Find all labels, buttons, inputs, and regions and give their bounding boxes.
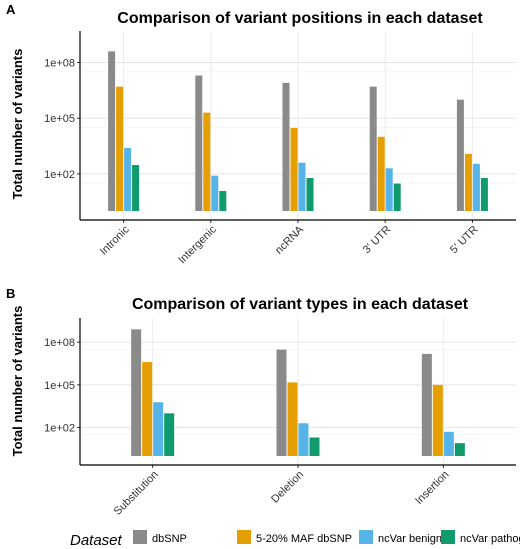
bar-5-20-maf-dbsnp-deletion — [287, 382, 298, 456]
bar-5-20-maf-dbsnp-3-utr — [377, 136, 385, 211]
bar-ncvar-benign-5-utr — [472, 163, 480, 211]
bar-ncvar-benign-deletion — [298, 423, 309, 456]
legend-label: ncVar benign — [378, 533, 442, 545]
legend-label: ncVar pathogenic — [460, 533, 520, 545]
bar-5-20-maf-dbsnp-ncrna — [290, 127, 298, 211]
y-tick-label: 1e+02 — [44, 169, 75, 181]
bar-ncvar-pathogenic-5-utr — [480, 177, 488, 211]
axes-b — [79, 318, 516, 466]
bar-dbsnp-intergenic — [195, 75, 203, 211]
panel-label-a: A — [6, 2, 16, 17]
bar-dbsnp-intronic — [108, 51, 116, 211]
bar-ncvar-benign-ncrna — [298, 162, 306, 211]
bar-dbsnp-ncrna — [282, 82, 290, 211]
y-tick-label: 1e+08 — [44, 337, 75, 349]
y-axis-label-a: Total number of variants — [10, 49, 25, 200]
bar-ncvar-pathogenic-insertion — [454, 443, 465, 456]
legend-label: 5-20% MAF dbSNP — [256, 533, 352, 545]
legend-swatch-ncvar-pathogenic — [441, 530, 455, 544]
bar-ncvar-benign-3-utr — [385, 168, 393, 211]
bar-5-20-maf-dbsnp-insertion — [432, 384, 443, 456]
y-tick-label: 1e+05 — [44, 380, 75, 392]
bar-dbsnp-substitution — [131, 329, 142, 456]
bar-dbsnp-3-utr — [369, 86, 377, 211]
legend-title: Dataset — [70, 532, 123, 549]
bar-ncvar-benign-intergenic — [211, 175, 219, 211]
bars-a — [108, 51, 488, 211]
bar-dbsnp-insertion — [421, 353, 432, 456]
bar-ncvar-benign-intronic — [124, 147, 132, 211]
y-ticks-b: 1e+02 1e+05 1e+08 — [44, 337, 80, 435]
gridlines-b — [80, 318, 516, 465]
y-tick-label: 1e+05 — [44, 113, 75, 125]
legend-label: dbSNP — [152, 533, 187, 545]
legend-swatch-5-20-maf-dbsnp — [237, 530, 251, 544]
bar-ncvar-pathogenic-deletion — [309, 437, 320, 456]
bar-5-20-maf-dbsnp-5-utr — [464, 153, 472, 211]
bar-ncvar-pathogenic-3-utr — [393, 183, 401, 211]
bar-ncvar-benign-insertion — [443, 431, 454, 456]
y-tick-label: 1e+02 — [44, 423, 75, 435]
bar-5-20-maf-dbsnp-substitution — [142, 362, 153, 456]
bar-ncvar-pathogenic-ncrna — [306, 177, 314, 211]
y-tick-label: 1e+08 — [44, 58, 75, 70]
bar-ncvar-pathogenic-intergenic — [219, 190, 227, 211]
bar-dbsnp-deletion — [276, 349, 287, 456]
y-ticks-a: 1e+02 1e+05 1e+08 — [44, 58, 80, 181]
gridlines-a — [80, 31, 516, 220]
y-axis-label-b: Total number of variants — [10, 306, 25, 457]
bar-ncvar-pathogenic-substitution — [164, 413, 175, 456]
legend-swatch-ncvar-benign — [359, 530, 373, 544]
bar-dbsnp-5-utr — [456, 99, 464, 211]
legend-swatch-dbsnp — [133, 530, 147, 544]
chart-title-b: Comparison of variant types in each data… — [132, 296, 469, 313]
bar-ncvar-pathogenic-intronic — [132, 165, 140, 211]
bar-5-20-maf-dbsnp-intergenic — [203, 112, 211, 211]
chart-title-a: Comparison of variant positions in each … — [117, 10, 483, 27]
bar-ncvar-benign-substitution — [153, 402, 164, 456]
bars-b — [131, 329, 465, 456]
bar-5-20-maf-dbsnp-intronic — [116, 86, 124, 211]
legend-entries: dbSNP 5-20% MAF dbSNP ncVar benign ncVar pa… — [133, 530, 520, 545]
axes-a — [79, 31, 516, 221]
legend: Dataset dbSNP 5-20% MAF dbSNP ncVar benign… — [70, 530, 520, 549]
panel-label-b: B — [6, 286, 15, 301]
